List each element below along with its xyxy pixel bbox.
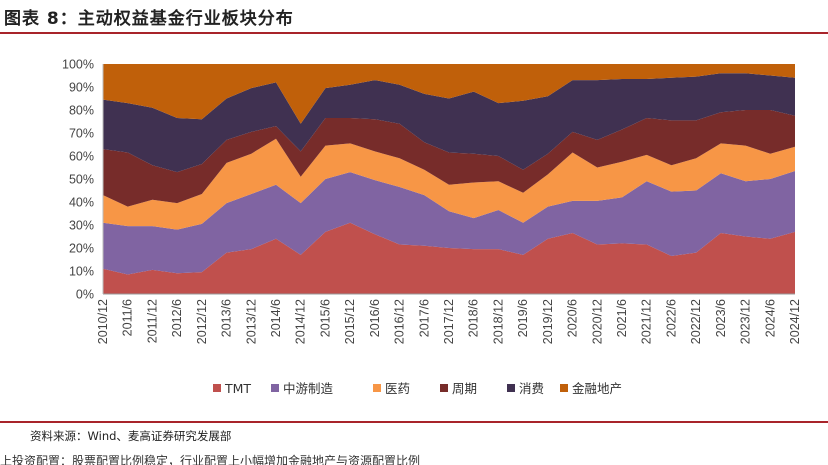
- truncated-body-text: 上投资配置：股票配置比例稳定，行业配置上小幅增加金融地产与资源配置比例: [0, 454, 421, 465]
- stacked-area-chart: 0% 10% 20% 30% 40% 50% 60% 70% 80% 90% 100% 2010/12…: [62, 58, 802, 397]
- x-tick-label: 2020/6: [566, 299, 580, 337]
- legend-label: 医药: [385, 381, 410, 396]
- x-tick-label: 2021/12: [640, 299, 654, 344]
- x-tick-label: 2014/6: [269, 299, 283, 337]
- y-tick-label: 30%: [69, 219, 94, 233]
- x-tick-label: 2014/12: [294, 299, 308, 344]
- legend-label: 金融地产: [572, 381, 622, 396]
- y-tick-label: 20%: [69, 242, 94, 256]
- x-tick-label: 2013/6: [220, 299, 234, 337]
- area-series-1: [103, 222, 795, 294]
- legend-swatch: [440, 384, 448, 392]
- y-tick-label: 100%: [62, 58, 94, 72]
- x-tick-label: 2012/6: [170, 299, 184, 337]
- x-tick-label: 2018/6: [467, 299, 481, 337]
- x-tick-label: 2017/6: [417, 299, 431, 337]
- x-tick-label: 2015/6: [318, 299, 332, 337]
- x-tick-label: 2019/6: [516, 299, 530, 337]
- legend-swatch: [507, 384, 515, 392]
- y-tick-label: 90%: [69, 81, 94, 95]
- x-tick-label: 2015/12: [343, 299, 357, 344]
- area-series-5: [103, 73, 795, 173]
- legend-swatch: [560, 384, 568, 392]
- bottom-divider: [0, 421, 828, 423]
- x-tick-label: 2020/12: [590, 299, 604, 344]
- x-tick-label: 2022/6: [664, 299, 678, 337]
- x-tick-label: 2022/12: [689, 299, 703, 344]
- x-tick-label: 2024/12: [788, 299, 802, 344]
- y-tick-label: 80%: [69, 104, 94, 118]
- chart-title: 图表 8：主动权益基金行业板块分布: [4, 9, 294, 29]
- x-tick-label: 2018/12: [491, 299, 505, 344]
- x-tick-label: 2021/6: [615, 299, 629, 337]
- x-tick-label: 2013/12: [244, 299, 258, 344]
- y-tick-label: 0%: [76, 288, 94, 302]
- area-series-2: [103, 170, 795, 275]
- source-note: 资料来源：Wind、麦高证券研究发展部: [30, 429, 232, 443]
- legend-label: 周期: [452, 381, 477, 396]
- legend-swatch: [271, 384, 279, 392]
- area-series-4: [103, 110, 795, 207]
- y-tick-label: 70%: [69, 127, 94, 141]
- legend-swatch: [213, 384, 221, 392]
- x-tick-label: 2024/6: [763, 299, 777, 337]
- x-tick-label: 2023/6: [714, 299, 728, 337]
- legend-label: 中游制造: [283, 381, 334, 396]
- title-divider: [0, 32, 828, 34]
- x-tick-label: 2011/6: [121, 299, 135, 336]
- y-tick-label: 40%: [69, 196, 94, 210]
- legend-swatch: [373, 384, 381, 392]
- x-tick-label: 2010/12: [96, 299, 110, 344]
- y-tick-label: 60%: [69, 150, 94, 164]
- x-tick-label: 2016/6: [368, 299, 382, 337]
- x-tick-label: 2019/12: [541, 299, 555, 344]
- area-series-6: [103, 64, 795, 124]
- y-tick-label: 50%: [69, 173, 94, 187]
- y-tick-label: 10%: [69, 265, 94, 279]
- legend-label: TMT: [224, 381, 251, 396]
- area-series-3: [103, 138, 795, 230]
- legend-label: 消费: [519, 381, 544, 396]
- x-tick-label: 2017/12: [442, 299, 456, 344]
- x-tick-label: 2011/12: [145, 299, 159, 343]
- x-tick-label: 2023/12: [739, 299, 753, 344]
- x-tick-label: 2016/12: [393, 299, 407, 344]
- x-tick-label: 2012/12: [195, 299, 209, 344]
